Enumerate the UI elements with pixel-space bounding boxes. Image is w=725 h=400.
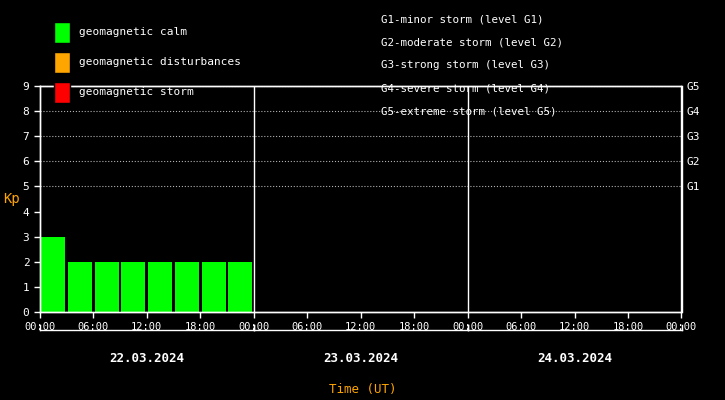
Text: geomagnetic storm: geomagnetic storm: [79, 88, 194, 98]
Text: G1-minor storm (level G1): G1-minor storm (level G1): [381, 14, 543, 24]
Text: 23.03.2024: 23.03.2024: [323, 352, 398, 365]
Text: G4-severe storm (level G4): G4-severe storm (level G4): [381, 84, 550, 94]
Bar: [121, 262, 146, 312]
Text: 24.03.2024: 24.03.2024: [537, 352, 612, 365]
Bar: [202, 262, 225, 312]
Bar: [68, 262, 92, 312]
Text: G5-extreme storm (level G5): G5-extreme storm (level G5): [381, 107, 556, 117]
Bar: [228, 262, 252, 312]
Text: 22.03.2024: 22.03.2024: [109, 352, 184, 365]
Text: G3-strong storm (level G3): G3-strong storm (level G3): [381, 60, 550, 70]
Bar: [148, 262, 173, 312]
Text: G2-moderate storm (level G2): G2-moderate storm (level G2): [381, 37, 563, 47]
Bar: [95, 262, 119, 312]
Text: Kp: Kp: [3, 192, 20, 206]
Bar: [41, 237, 65, 312]
Bar: [175, 262, 199, 312]
Text: Time (UT): Time (UT): [328, 383, 397, 396]
Text: geomagnetic disturbances: geomagnetic disturbances: [79, 58, 241, 68]
Text: geomagnetic calm: geomagnetic calm: [79, 28, 187, 38]
